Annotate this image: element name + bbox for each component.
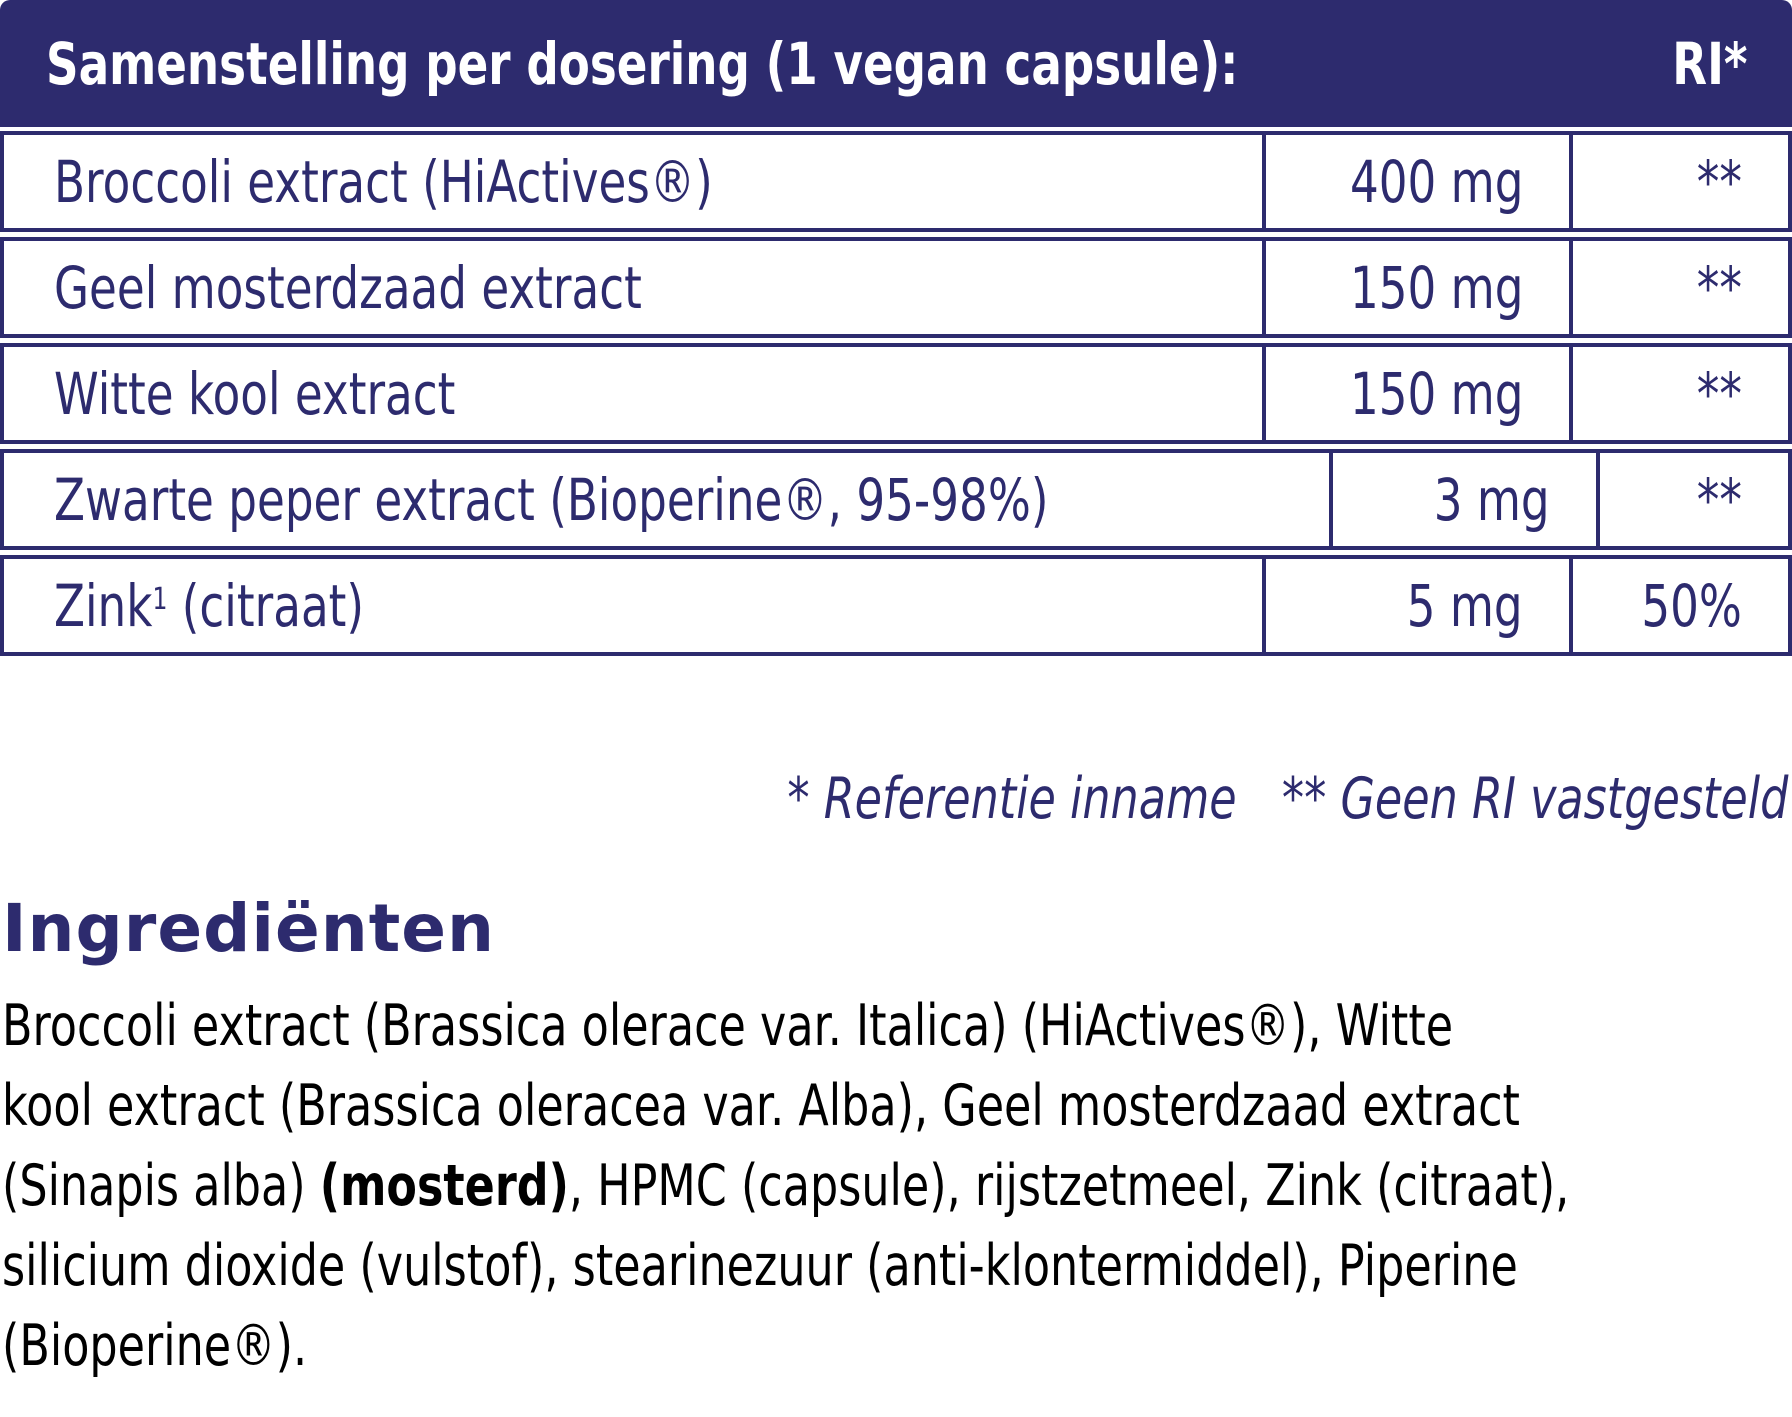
table-row: Broccoli extract (HiActives®) 400 mg ** <box>0 131 1792 232</box>
ingredient-name-cell: Zwarte peper extract (Bioperine®, 95-98%… <box>4 453 1329 546</box>
ri-cell: ** <box>1573 241 1788 334</box>
ri-column-header: RI* <box>1672 29 1748 98</box>
footnote-marker-sup: 1 <box>152 581 168 617</box>
ingredients-line: silicium dioxide (vulstof), stearinezuur… <box>2 1233 1518 1299</box>
footnote-no-ri: ** Geen RI vastgesteld <box>1281 766 1788 832</box>
ingredients-line: kool extract (Brassica oleracea var. Alb… <box>2 1073 1520 1139</box>
ri-value: ** <box>1696 253 1742 322</box>
ingredient-name-cell: Geel mosterdzaad extract <box>4 241 1262 334</box>
ri-cell: ** <box>1573 347 1788 440</box>
ingredient-name-cell: Zink1 (citraat) <box>4 559 1262 652</box>
ingredients-paragraph: Broccoli extract (Brassica olerace var. … <box>0 986 1792 1386</box>
amount-cell: 150 mg <box>1262 347 1573 440</box>
table-title: Samenstelling per dosering (1 vegan caps… <box>46 29 1239 98</box>
composition-table: Samenstelling per dosering (1 vegan caps… <box>0 0 1792 656</box>
amount-value: 3 mg <box>1433 465 1550 534</box>
ingredients-line: (Sinapis alba) (mosterd), HPMC (capsule)… <box>2 1153 1570 1219</box>
ri-value: ** <box>1696 359 1742 428</box>
allergen-bold: (mosterd) <box>319 1153 569 1219</box>
ingredient-name: Witte kool extract <box>54 359 456 428</box>
ingredient-name-cell: Witte kool extract <box>4 347 1262 440</box>
ingredient-name: Zwarte peper extract (Bioperine®, 95-98%… <box>54 465 1049 534</box>
table-row: Zwarte peper extract (Bioperine®, 95-98%… <box>0 449 1792 550</box>
ingredient-name: Geel mosterdzaad extract <box>54 253 642 322</box>
ri-cell: ** <box>1573 135 1788 228</box>
amount-value: 400 mg <box>1349 147 1523 216</box>
ingredients-line: (Bioperine®). <box>2 1313 308 1379</box>
table-row: Witte kool extract 150 mg ** <box>0 343 1792 444</box>
ingredient-name: Zink1 (citraat) <box>54 571 365 640</box>
ri-value: ** <box>1696 147 1742 216</box>
amount-cell: 150 mg <box>1262 241 1573 334</box>
amount-value: 150 mg <box>1349 359 1523 428</box>
ri-cell: ** <box>1600 453 1788 546</box>
ri-cell: 50% <box>1573 559 1788 652</box>
ingredient-name-cell: Broccoli extract (HiActives®) <box>4 135 1262 228</box>
table-row: Zink1 (citraat) 5 mg 50% <box>0 555 1792 656</box>
amount-cell: 400 mg <box>1262 135 1573 228</box>
table-row: Geel mosterdzaad extract 150 mg ** <box>0 237 1792 338</box>
ingredients-heading: Ingrediënten <box>2 890 496 967</box>
ri-value: 50% <box>1641 571 1742 640</box>
ingredient-name: Broccoli extract (HiActives®) <box>54 147 713 216</box>
ri-value: ** <box>1696 465 1742 534</box>
amount-value: 5 mg <box>1407 571 1523 640</box>
table-header: Samenstelling per dosering (1 vegan caps… <box>0 0 1792 127</box>
footnote-reference-intake: * Referentie inname <box>786 766 1237 832</box>
amount-cell: 5 mg <box>1262 559 1573 652</box>
table-footnotes: * Referentie inname ** Geen RI vastgestel… <box>0 768 1792 830</box>
ingredients-line: Broccoli extract (Brassica olerace var. … <box>2 993 1454 1059</box>
amount-value: 150 mg <box>1349 253 1523 322</box>
amount-cell: 3 mg <box>1328 453 1600 546</box>
